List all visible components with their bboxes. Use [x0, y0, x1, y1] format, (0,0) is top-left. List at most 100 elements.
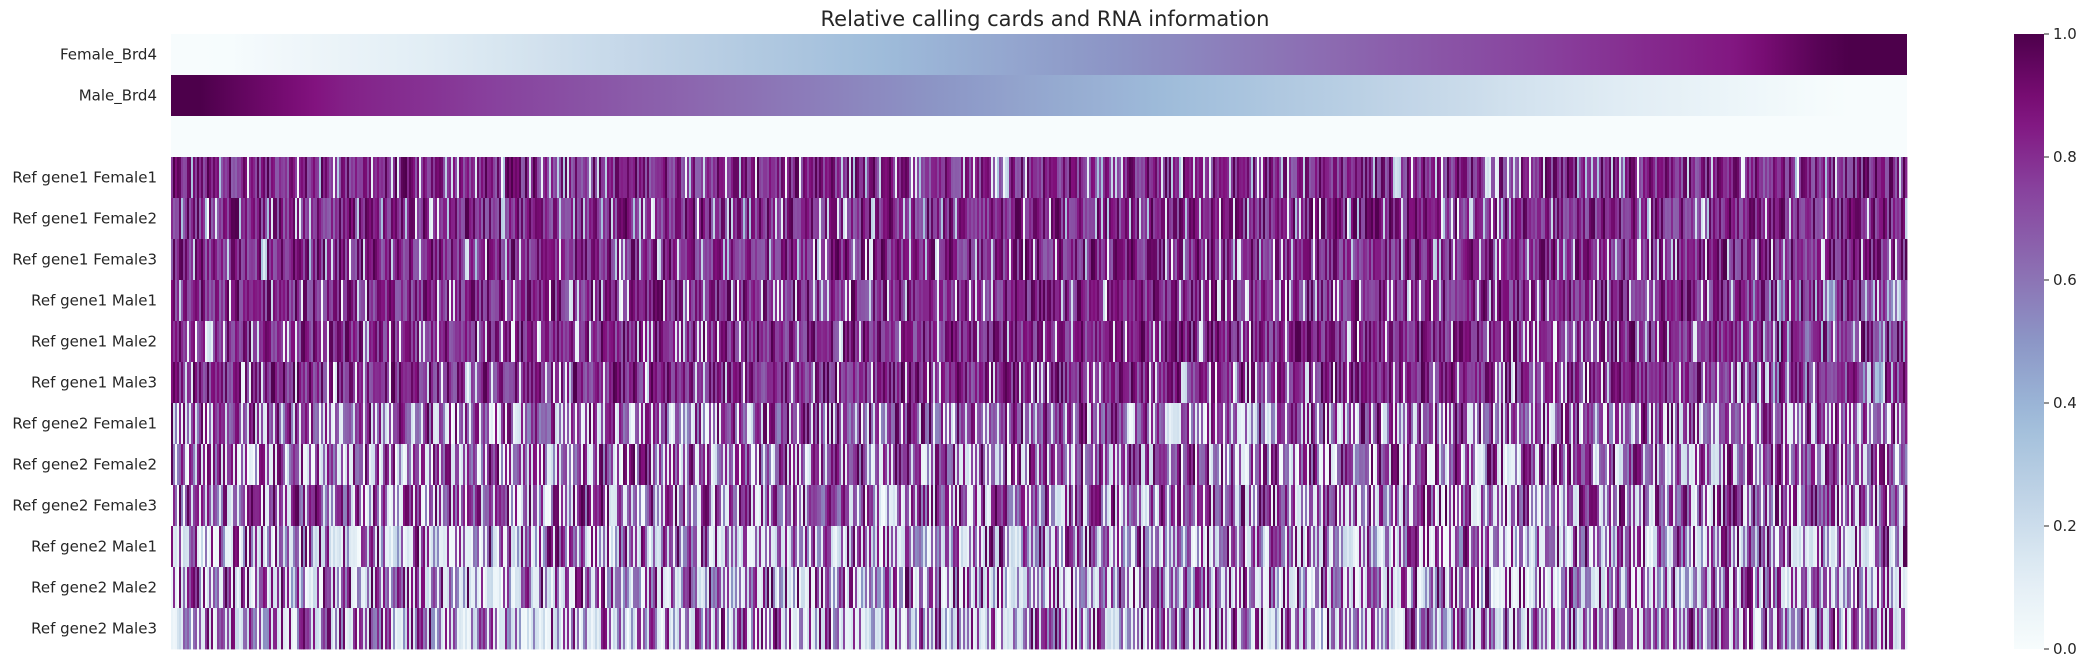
heatmap-cell	[1483, 321, 1486, 363]
heatmap-cell	[851, 321, 854, 363]
heatmap-cell	[397, 198, 400, 240]
heatmap-cell	[1167, 157, 1170, 199]
heatmap-cell	[1871, 280, 1874, 322]
heatmap-cell	[909, 321, 912, 363]
heatmap-cell	[1047, 198, 1050, 240]
heatmap-cell	[1461, 280, 1464, 322]
heatmap-cell	[971, 198, 974, 240]
heatmap-cell	[959, 198, 962, 240]
heatmap-cell	[617, 239, 620, 281]
heatmap-cell	[373, 157, 376, 199]
heatmap-cell	[859, 362, 862, 404]
heatmap-cell	[1635, 239, 1638, 281]
heatmap-cell	[1049, 280, 1052, 322]
heatmap-cell	[1405, 321, 1408, 363]
heatmap-cell	[231, 321, 234, 363]
heatmap-cell	[1703, 157, 1706, 199]
heatmap-cell	[191, 362, 194, 404]
heatmap-cell	[1463, 280, 1466, 322]
heatmap-cell	[1745, 198, 1748, 240]
heatmap-cell	[501, 280, 504, 322]
heatmap-cell	[809, 280, 812, 322]
heatmap-cell	[515, 280, 518, 322]
heatmap-cell	[917, 280, 920, 322]
heatmap-cell	[441, 198, 444, 240]
heatmap-cell	[1071, 280, 1074, 322]
heatmap-cell	[1667, 239, 1670, 281]
heatmap-cell	[513, 321, 516, 363]
heatmap-cell	[513, 280, 516, 322]
heatmap-cell	[205, 239, 208, 281]
heatmap-cell	[1339, 239, 1342, 281]
heatmap-cell	[1421, 362, 1424, 404]
heatmap-cell	[787, 362, 790, 404]
heatmap-cell	[841, 198, 844, 240]
heatmap-cell	[315, 239, 318, 281]
heatmap-cell	[323, 198, 326, 240]
heatmap-cell	[735, 321, 738, 363]
heatmap-cell	[1409, 157, 1412, 199]
heatmap-cell	[927, 198, 930, 240]
heatmap-cell	[869, 362, 872, 404]
heatmap-cell	[1459, 157, 1462, 199]
heatmap-cell	[1693, 321, 1696, 363]
heatmap-cell	[1151, 239, 1154, 281]
heatmap-cell	[1051, 280, 1054, 322]
heatmap-row-8	[171, 362, 1908, 404]
heatmap-cell	[627, 157, 630, 199]
heatmap-cell	[1651, 239, 1654, 281]
heatmap-cell	[855, 157, 858, 199]
heatmap-cell	[709, 321, 712, 363]
heatmap-cell	[1623, 239, 1626, 281]
heatmap-cell	[391, 321, 394, 363]
heatmap-cell	[417, 321, 420, 363]
heatmap-cell	[1583, 198, 1586, 240]
heatmap-cell	[1757, 239, 1760, 281]
heatmap-cell	[1789, 321, 1792, 363]
heatmap-cell	[1325, 239, 1328, 281]
heatmap-cell	[761, 198, 764, 240]
heatmap-cell	[1337, 198, 1340, 240]
heatmap-cell	[463, 362, 466, 404]
heatmap-cell	[357, 280, 360, 322]
heatmap-cell	[727, 362, 730, 404]
heatmap-cell	[1145, 198, 1148, 240]
heatmap-cell	[757, 239, 760, 281]
heatmap-cell	[1505, 321, 1508, 363]
heatmap-cell	[411, 157, 414, 199]
heatmap-cell	[1379, 321, 1382, 363]
heatmap-cell	[1011, 157, 1014, 199]
heatmap-cell	[905, 198, 908, 240]
heatmap-cell	[1833, 157, 1836, 199]
heatmap-cell	[543, 157, 546, 199]
heatmap-cell	[965, 321, 968, 363]
heatmap-cell	[1525, 198, 1528, 240]
heatmap-cell	[443, 280, 446, 322]
heatmap-cell	[303, 280, 306, 322]
heatmap-cell	[901, 239, 904, 281]
heatmap-cell	[1033, 362, 1036, 404]
heatmap-cell	[913, 198, 916, 240]
heatmap-cell	[511, 157, 514, 199]
heatmap-cell	[1821, 157, 1824, 199]
heatmap-cell	[1429, 157, 1432, 199]
heatmap-cell	[281, 321, 284, 363]
heatmap-cell	[805, 198, 808, 240]
heatmap-cell	[1541, 239, 1544, 281]
heatmap-cell	[735, 157, 738, 199]
heatmap-cell	[313, 198, 316, 240]
heatmap-cell	[1767, 157, 1770, 199]
heatmap-cell	[375, 280, 378, 322]
heatmap-cell	[261, 321, 264, 363]
heatmap-cell	[1409, 321, 1412, 363]
heatmap-cell	[991, 362, 994, 404]
heatmap-cell	[1419, 280, 1422, 322]
heatmap-cell	[977, 157, 980, 199]
heatmap-cell	[435, 198, 438, 240]
heatmap-cell	[763, 198, 766, 240]
heatmap-cell	[1099, 157, 1102, 199]
heatmap-cell	[231, 362, 234, 404]
heatmap-cell	[791, 362, 794, 404]
heatmap-cell	[689, 362, 692, 404]
heatmap-cell	[315, 157, 318, 199]
